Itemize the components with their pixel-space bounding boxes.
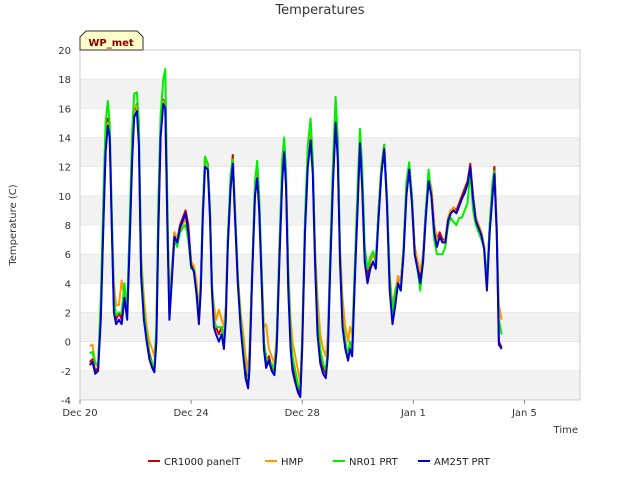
legend-label: HMP xyxy=(281,457,303,468)
y-tick-label: 16 xyxy=(58,104,71,115)
grid-band xyxy=(80,79,580,109)
x-tick-label: Jan 5 xyxy=(511,408,537,419)
plot-frame xyxy=(79,49,581,401)
legend-label: NR01 PRT xyxy=(349,457,399,468)
y-tick-label: 0 xyxy=(65,338,71,349)
series-line-am25t-prt xyxy=(88,103,503,399)
y-axis-label: Temperature (C) xyxy=(8,184,19,266)
x-axis-label: Time xyxy=(553,425,578,436)
y-tick-label: 20 xyxy=(58,46,71,57)
y-tick-label: 10 xyxy=(58,192,71,203)
x-tick-label: Jan 1 xyxy=(400,408,426,419)
grid-band xyxy=(80,137,580,167)
series-lines xyxy=(88,68,503,399)
chart-title: Temperatures xyxy=(274,3,364,18)
x-tick-label: Dec 28 xyxy=(285,408,320,419)
station-badge: WP_met xyxy=(79,30,144,51)
grid-band xyxy=(80,195,580,225)
y-axis-ticks: -4 -2 0 2 4 6 8 10 12 14 16 18 20 xyxy=(58,46,71,407)
y-tick-label: 6 xyxy=(65,250,71,261)
x-tick-label: Dec 20 xyxy=(62,408,97,419)
legend-label: AM25T PRT xyxy=(434,457,491,468)
station-badge-shape xyxy=(79,30,144,51)
y-tick-label: 12 xyxy=(58,163,71,174)
y-tick-label: -2 xyxy=(61,367,71,378)
station-badge-label: WP_met xyxy=(88,38,134,49)
grid-band xyxy=(80,370,580,400)
legend-label: CR1000 panelT xyxy=(164,457,241,468)
y-tick-label: -4 xyxy=(61,396,71,407)
y-tick-label: 14 xyxy=(58,134,71,145)
legend: CR1000 panelT HMP NR01 PRT AM25T PRT xyxy=(148,457,491,468)
x-tick-label: Dec 24 xyxy=(173,408,208,419)
x-axis-ticks: Dec 20 Dec 24 Dec 28 Jan 1 Jan 5 xyxy=(62,400,537,419)
y-tick-label: 2 xyxy=(65,309,71,320)
y-tick-label: 18 xyxy=(58,75,71,86)
grid-band xyxy=(80,312,580,342)
y-tick-label: 8 xyxy=(65,221,71,232)
y-tick-label: 4 xyxy=(65,279,71,290)
